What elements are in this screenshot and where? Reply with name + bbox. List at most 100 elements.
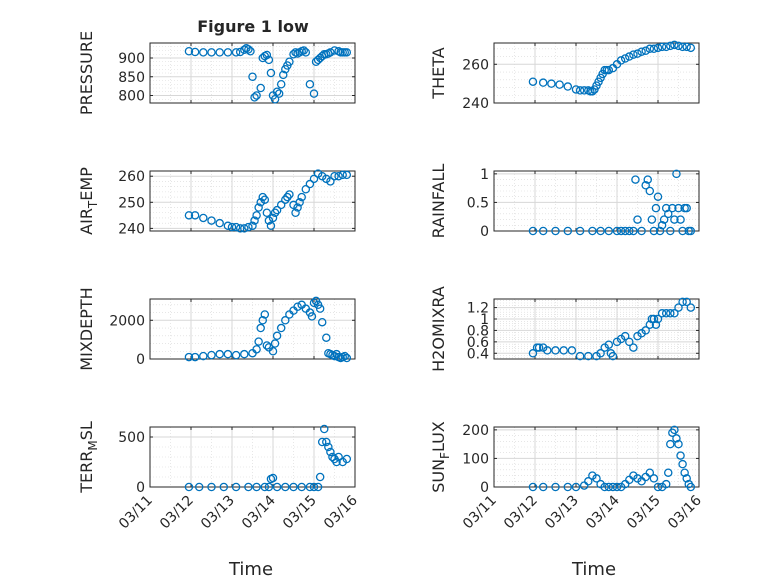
data-point	[248, 221, 257, 231]
data-point	[272, 205, 282, 215]
data-point	[260, 310, 270, 319]
data-point	[676, 451, 685, 460]
y-axis-label-main: SUN	[429, 459, 448, 493]
y-axis-label-main: AIR	[77, 208, 96, 235]
data-point	[674, 303, 683, 312]
data-point	[643, 175, 653, 184]
data-point	[528, 349, 538, 358]
data-point	[571, 85, 581, 94]
data-point	[268, 473, 278, 483]
data-point	[256, 83, 265, 93]
data-point	[528, 226, 538, 236]
data-point	[326, 177, 335, 186]
series-markers	[528, 425, 696, 492]
data-point	[584, 477, 593, 486]
data-point	[657, 221, 667, 230]
data-point	[281, 482, 290, 492]
data-point	[223, 48, 233, 57]
data-point	[620, 54, 630, 63]
y-tick-label: 900	[118, 51, 145, 67]
data-point	[235, 224, 245, 233]
data-point	[584, 351, 593, 361]
data-point	[252, 211, 261, 220]
data-point	[309, 89, 319, 98]
data-point	[604, 65, 614, 75]
data-point	[332, 457, 341, 467]
data-point	[309, 298, 319, 308]
data-point	[199, 351, 208, 361]
data-point	[653, 192, 663, 201]
data-point	[625, 52, 634, 61]
subplot-3: 240 250 260 AIRTEMP	[77, 167, 356, 237]
data-point	[260, 482, 270, 492]
y-axis-label-suffix: EMP	[77, 167, 96, 201]
data-point	[645, 186, 655, 196]
data-point	[575, 226, 585, 236]
data-point	[256, 323, 265, 333]
data-point	[227, 222, 237, 232]
data-point	[258, 192, 267, 202]
data-point	[682, 203, 691, 213]
data-point	[297, 192, 306, 202]
axes-box	[493, 298, 700, 360]
data-point	[616, 226, 626, 236]
y-tick-label: 250	[118, 195, 145, 211]
data-point	[244, 45, 253, 54]
data-point	[334, 171, 343, 181]
data-point	[301, 185, 311, 194]
data-point	[631, 175, 640, 184]
y-axis-label: H2OMIXRA	[429, 286, 448, 372]
data-point	[276, 323, 286, 333]
y-tick-label: 0.6	[467, 335, 489, 351]
data-point	[322, 437, 331, 447]
data-point	[680, 468, 689, 477]
data-point	[653, 43, 663, 53]
data-point	[297, 482, 306, 492]
data-point	[299, 46, 308, 55]
data-point	[612, 482, 622, 492]
data-point	[551, 346, 560, 355]
data-point	[295, 198, 304, 207]
data-point	[272, 87, 282, 97]
subplot-4: 0 0.5 1 RAINFALL	[429, 164, 700, 240]
data-point	[596, 226, 605, 236]
x-axis-label-right: Time	[571, 559, 616, 580]
series-markers	[528, 40, 696, 96]
data-point	[319, 424, 329, 434]
data-point	[272, 331, 282, 341]
data-point	[670, 40, 679, 50]
data-point	[608, 482, 618, 492]
data-point	[664, 468, 673, 477]
y-axis-label-main: PRESSURE	[77, 31, 96, 115]
data-point	[293, 302, 302, 311]
data-point	[612, 226, 622, 236]
x-axis-label-left: Time	[228, 559, 273, 580]
data-point	[207, 48, 216, 57]
y-axis-label-main: RAINFALL	[429, 164, 448, 239]
data-point	[666, 439, 675, 449]
data-point	[262, 208, 272, 217]
axes-box	[149, 298, 356, 360]
data-point	[604, 226, 614, 236]
data-point	[250, 93, 259, 102]
data-point	[641, 181, 650, 190]
data-point	[309, 482, 319, 492]
y-tick-label: 0.4	[467, 346, 489, 362]
axes-box	[149, 42, 356, 104]
data-point	[543, 346, 552, 355]
data-point	[661, 42, 671, 52]
y-axis-label: PRESSURE	[77, 31, 96, 115]
data-point	[301, 48, 311, 57]
data-point	[666, 41, 675, 51]
data-point	[661, 203, 671, 213]
data-point	[651, 203, 661, 213]
data-point	[649, 314, 659, 324]
data-point	[309, 174, 319, 184]
data-point	[645, 44, 655, 54]
data-point	[563, 226, 573, 236]
data-point	[266, 68, 276, 78]
y-axis-label-main: TERR	[77, 451, 96, 494]
data-point	[328, 452, 337, 462]
